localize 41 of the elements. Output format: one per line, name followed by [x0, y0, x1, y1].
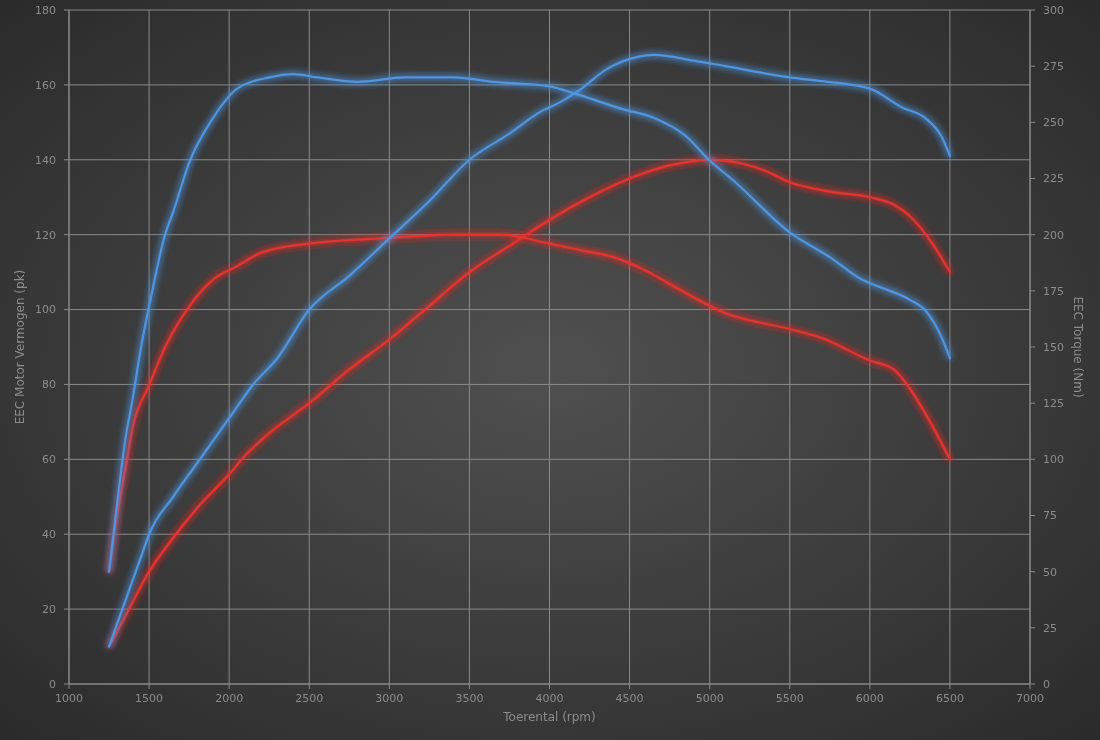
x-tick-label: 2500	[295, 692, 324, 705]
y2-tick-label: 0	[1043, 677, 1050, 691]
x-tick-label: 4500	[615, 692, 644, 705]
line-series	[107, 158, 952, 648]
x-tick-label: 6000	[855, 692, 884, 705]
x-axis-title: Toerental (rpm)	[502, 710, 596, 724]
x-tick-label: 4000	[535, 692, 564, 705]
y2-tick-label: 275	[1043, 60, 1064, 74]
y-tick-label: 180	[35, 3, 56, 17]
y-tick-label: 0	[49, 677, 56, 691]
x-tick-label: 6500	[935, 692, 964, 705]
y2-tick-label: 25	[1043, 621, 1057, 635]
x-tick-label: 1500	[135, 692, 164, 705]
x-tick-label: 3000	[375, 692, 404, 705]
y2-tick-label: 300	[1043, 3, 1064, 17]
line-series	[107, 53, 952, 648]
y2-tick-label: 175	[1043, 284, 1064, 298]
y2-axis-title: EEC Torque (Nm)	[1071, 296, 1085, 398]
y2-tick-label: 250	[1043, 116, 1064, 130]
x-tick-label: 5500	[775, 692, 804, 705]
x-tick-label: 5000	[695, 692, 724, 705]
y2-tick-label: 100	[1043, 453, 1064, 467]
y2-tick-label: 50	[1043, 565, 1057, 579]
y-tick-label: 100	[35, 303, 56, 317]
y2-tick-label: 225	[1043, 172, 1064, 186]
y2-tick-label: 200	[1043, 228, 1064, 242]
y-tick-label: 160	[35, 78, 56, 92]
y2-tick-label: 75	[1043, 509, 1057, 523]
x-tick-label: 3500	[455, 692, 484, 705]
x-tick-label: 2000	[215, 692, 244, 705]
y-tick-label: 60	[42, 453, 56, 467]
y-tick-label: 120	[35, 228, 56, 242]
y2-tick-label: 150	[1043, 340, 1064, 354]
y-tick-label: 80	[42, 378, 56, 392]
x-tick-label: 1000	[55, 692, 83, 705]
y-axis-title: EEC Motor Vermogen (pk)	[13, 269, 27, 425]
x-tick-label: 7000	[1016, 692, 1044, 705]
y2-tick-label: 125	[1043, 397, 1064, 411]
y-tick-label: 40	[42, 528, 56, 542]
y-tick-label: 20	[42, 602, 56, 616]
y-tick-label: 140	[35, 153, 56, 167]
